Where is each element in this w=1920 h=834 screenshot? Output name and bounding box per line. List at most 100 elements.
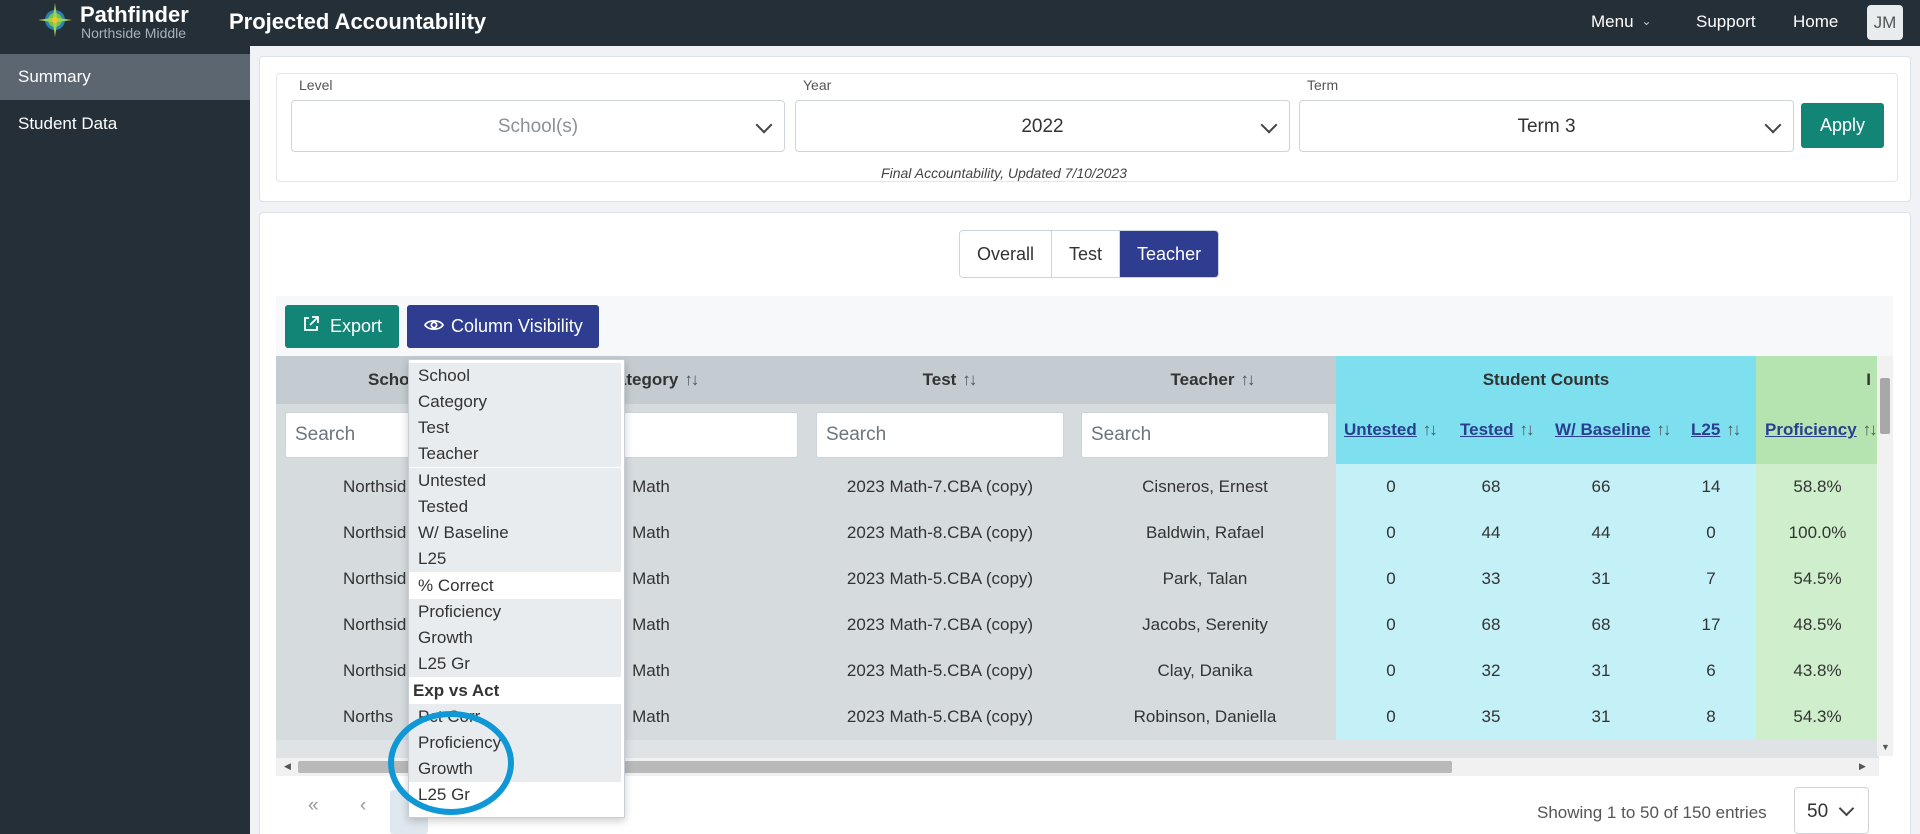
column-toggle-exp-pct-corr[interactable]: Pct Corr <box>409 704 621 730</box>
cell-school: Northsid <box>343 523 407 542</box>
entries-info: Showing 1 to 50 of 150 entries <box>1537 803 1767 822</box>
cell-l25: 6 <box>1706 661 1716 680</box>
page-size-select[interactable]: 50 <box>1794 787 1869 834</box>
header-proficiency[interactable]: Proficiency ↑↓ <box>1765 420 1878 440</box>
sort-icon: ↑↓ <box>1422 420 1438 439</box>
year-select[interactable]: 2022 <box>795 100 1290 152</box>
cell-test: 2023 Math-5.CBA (copy) <box>846 661 1034 680</box>
header-tested[interactable]: Tested ↑↓ <box>1460 420 1535 440</box>
cell-untested: 0 <box>1386 615 1396 634</box>
header-l25[interactable]: L25 ↑↓ <box>1691 420 1741 440</box>
tab-teacher[interactable]: Teacher <box>1120 231 1219 277</box>
column-toggle-l25[interactable]: L25 <box>409 546 621 572</box>
nav-menu-dropdown[interactable]: Menu ⌄ <box>1591 12 1652 32</box>
header-l25-label: L25 <box>1691 420 1721 439</box>
scroll-down-arrow-icon[interactable]: ▼ <box>1881 742 1890 752</box>
term-value: Term 3 <box>1517 116 1576 137</box>
header-untested[interactable]: Untested ↑↓ <box>1344 420 1438 440</box>
sidebar-item-student-data[interactable]: Student Data <box>18 114 118 133</box>
column-toggle-category[interactable]: Category <box>409 389 621 415</box>
cell-untested: 0 <box>1386 661 1396 680</box>
export-button[interactable]: Export <box>285 305 399 348</box>
header-school-label: Scho <box>368 370 410 389</box>
column-visibility-button[interactable]: Column Visibility <box>407 305 599 348</box>
prev-page-button[interactable]: ‹ <box>360 795 367 816</box>
table-row[interactable]: Northsid Math 2023 Math-8.CBA (copy) Bal… <box>276 510 1879 556</box>
tab-overall[interactable]: Overall <box>960 231 1053 277</box>
column-toggle-teacher[interactable]: Teacher <box>409 441 621 467</box>
cell-teacher: Cisneros, Ernest <box>1142 477 1268 496</box>
cell-tested: 68 <box>1481 477 1501 496</box>
year-label: Year <box>803 77 832 93</box>
cell-tested: 35 <box>1481 707 1501 726</box>
column-toggle-tested[interactable]: Tested <box>409 494 621 520</box>
scroll-right-arrow-icon[interactable]: ▶ <box>1859 761 1866 771</box>
cell-school: Northsid <box>343 477 407 496</box>
compass-logo-icon[interactable] <box>38 3 72 37</box>
cell-test: 2023 Math-7.CBA (copy) <box>846 615 1034 634</box>
column-toggle-exp-proficiency[interactable]: Proficiency <box>409 730 621 756</box>
cell-tested: 32 <box>1481 661 1501 680</box>
sort-icon: ↑↓ <box>1519 420 1535 439</box>
tab-test[interactable]: Test <box>1052 231 1121 277</box>
search-test-input[interactable]: Search <box>816 412 1064 458</box>
header-proficiency-label: Proficiency <box>1765 420 1857 439</box>
cell-l25: 17 <box>1701 615 1721 634</box>
column-toggle-exp-growth[interactable]: Growth <box>409 756 621 782</box>
sort-icon: ↑↓ <box>1862 420 1878 439</box>
header-w-baseline[interactable]: W/ Baseline ↑↓ <box>1555 420 1671 440</box>
cell-untested: 0 <box>1386 569 1396 588</box>
term-label: Term <box>1307 77 1339 93</box>
scrollbar-thumb[interactable] <box>1880 378 1890 434</box>
nav-menu-label: Menu <box>1591 12 1634 31</box>
level-value: School(s) <box>497 116 579 137</box>
nav-support-link[interactable]: Support <box>1696 12 1756 31</box>
header-test[interactable]: Test ↑↓ <box>866 356 1032 404</box>
cell-proficiency: 58.8% <box>1756 464 1879 510</box>
chevron-down-icon: ⌄ <box>1641 14 1652 28</box>
view-toggle: Overall Test Teacher <box>959 230 1220 278</box>
header-student-counts: Student Counts <box>1336 356 1756 404</box>
header-next-group: I <box>1756 356 1879 404</box>
column-toggle-growth[interactable]: Growth <box>409 625 621 651</box>
column-toggle-w-baseline[interactable]: W/ Baseline <box>409 520 621 546</box>
cell-category: Math <box>632 477 670 496</box>
cell-proficiency: 54.5% <box>1756 556 1879 602</box>
sort-icon: ↑↓ <box>1656 420 1671 439</box>
level-label: Level <box>299 77 333 93</box>
year-value: 2022 <box>1021 116 1064 137</box>
column-toggle-test[interactable]: Test <box>409 415 621 441</box>
row-counts-background <box>1336 464 1756 510</box>
header-teacher[interactable]: Teacher ↑↓ <box>1132 356 1292 404</box>
vertical-scrollbar[interactable]: ▼ <box>1877 356 1893 756</box>
user-avatar[interactable]: JM <box>1867 5 1903 40</box>
column-visibility-menu: School Category Test Teacher Untested Te… <box>408 359 625 818</box>
accountability-note-row: Final Accountability, Updated 7/10/2023 <box>0 165 1920 181</box>
header-teacher-label: Teacher <box>1170 370 1235 389</box>
column-toggle-l25-gr[interactable]: L25 Gr <box>409 651 621 677</box>
first-page-button[interactable]: « <box>308 795 319 816</box>
cell-proficiency: 54.3% <box>1756 694 1879 740</box>
column-group-exp-vs-act: Exp vs Act <box>409 678 621 704</box>
column-toggle-proficiency[interactable]: Proficiency <box>409 599 621 625</box>
accountability-note: Final Accountability, Updated 7/10/2023 <box>881 165 1127 181</box>
column-toggle-exp-l25-gr[interactable]: L25 Gr <box>418 785 470 804</box>
scroll-left-arrow-icon[interactable]: ◀ <box>284 761 291 771</box>
search-teacher-input[interactable]: Search <box>1081 412 1329 458</box>
cell-l25: 7 <box>1706 569 1716 588</box>
cell-category: Math <box>632 615 670 634</box>
sidebar-item-summary[interactable]: Summary <box>0 54 250 100</box>
cell-tested: 68 <box>1481 615 1501 634</box>
apply-button[interactable]: Apply <box>1801 103 1884 148</box>
cell-w-baseline: 31 <box>1591 661 1611 680</box>
top-navbar: Pathfinder Northside Middle Projected Ac… <box>0 0 1920 46</box>
cell-category: Math <box>632 707 670 726</box>
row-counts-background <box>1336 556 1756 602</box>
term-select[interactable]: Term 3 <box>1299 100 1794 152</box>
column-toggle-untested[interactable]: Untested <box>409 468 621 494</box>
column-toggle-school[interactable]: School <box>409 363 621 389</box>
chevron-down-icon <box>1260 116 1278 134</box>
column-toggle-pct-correct[interactable]: % Correct <box>418 576 494 595</box>
level-select[interactable]: School(s) <box>291 100 785 152</box>
nav-home-link[interactable]: Home <box>1793 12 1839 31</box>
